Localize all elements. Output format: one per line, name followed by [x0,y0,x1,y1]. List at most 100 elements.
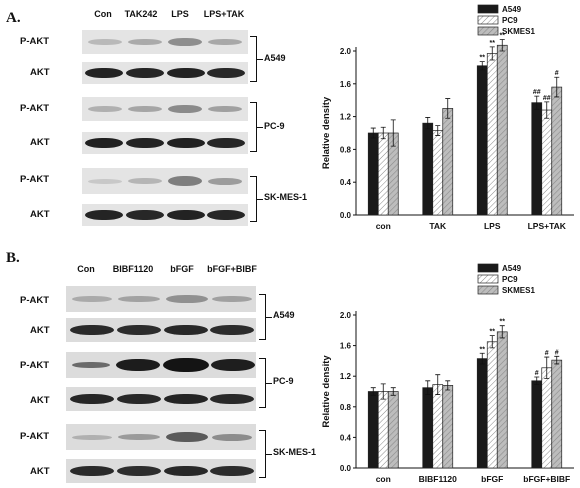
cell-label-pc9: PC-9 [273,376,294,386]
error-bar [380,126,386,140]
row-label-p-akt: P-AKT [20,360,50,371]
y-tick-label: 2.0 [340,311,352,320]
significance-label: ** [490,329,496,336]
error-bar [534,95,540,110]
bar-skmes1-bfgf [496,331,508,469]
blot-a549-akt [66,318,256,342]
bar-a549-con [367,132,379,216]
bar-skmes1-lps [496,44,508,216]
y-tick-label: 1.2 [340,372,352,381]
bar-pc9-tak [432,130,444,216]
lane-header-tak242: TAK242 [124,9,158,19]
x-tick-label: bFGF+BIBF [523,474,570,484]
bar-pc9-bibf1120 [432,384,444,469]
blot-skmes1-akt [82,204,248,226]
error-bar [534,376,540,386]
bar-skmes1-bibf1120 [442,385,454,469]
significance-label: ** [500,33,506,40]
bar-skmes1-bfgf-bibf [551,359,563,469]
error-bar [370,387,376,396]
legend-swatch [477,4,499,14]
bar-a549-lps [476,65,488,216]
error-bar [370,127,376,139]
y-tick-label: 0.8 [340,145,352,154]
error-bar [544,356,550,379]
legend-label: A549 [502,5,522,14]
significance-label: ## [533,89,541,96]
y-tick-label: 0.0 [340,211,352,220]
y-axis-label: Relative density [321,96,332,169]
blot-skmes1-p-akt [66,424,256,450]
y-tick-label: 0.8 [340,403,352,412]
chart-b: 0.0 0.4 0.8 1.2 1.6 2.0 Relative density con BIB… [321,263,574,484]
blot-pc9-p-akt [66,352,256,378]
bar-a549-con [367,391,379,469]
significance-label: ** [480,346,486,353]
bar-pc9-lps [486,53,498,216]
legend-label: A549 [502,264,522,273]
cell-label-a549: A549 [273,310,295,320]
error-bar [445,98,451,119]
bar-skmes1-lps-tak [551,86,563,216]
error-bar [489,46,495,61]
x-tick-label: LPS [484,221,501,231]
error-bar [554,76,560,98]
error-bar [489,335,495,349]
cell-label-skmes1: SK-MES-1 [273,447,317,457]
brace-a549 [250,36,263,82]
legend-label: SKMES1 [502,286,535,295]
lane-header-lps-tak: LPS+TAK [203,9,245,19]
blot-pc9-akt [82,132,248,154]
error-bar [554,355,560,365]
row-label-akt: AKT [30,466,50,477]
error-bar [380,383,386,400]
row-label-akt: AKT [30,395,50,406]
significance-label: ** [500,319,506,326]
error-bar [499,325,505,339]
x-tick-label: bFGF [481,474,503,484]
x-tick-label: LPS+TAK [528,221,567,231]
x-tick-label: BIBF1120 [419,474,458,484]
panel-b-label: B. [6,250,20,266]
row-label-akt: AKT [30,67,50,78]
error-bar [499,39,505,52]
error-bar [445,380,451,391]
lane-header-bfgf-bibf: bFGF+BIBF [207,264,257,274]
blot-skmes1-p-akt [82,168,248,194]
legend-label: PC9 [502,16,518,25]
brace-pc9 [250,102,263,152]
significance-label: # [555,70,559,77]
error-bar [435,374,441,395]
blot-a549-p-akt [82,30,248,54]
chart-a: 0.0 0.4 0.8 1.2 1.6 2.0 Relative density con TAK… [321,4,574,231]
blot-pc9-p-akt [82,97,248,121]
error-bar [390,387,396,396]
bar-skmes1-tak [442,108,454,216]
cell-label-skmes1: SK-MES-1 [264,192,308,202]
lane-header-bfgf: bFGF [170,264,194,274]
blot-pc9-akt [66,387,256,411]
x-tick-label: con [376,474,391,484]
brace-skmes1 [259,430,272,478]
legend-swatch [477,263,499,273]
significance-label: # [555,349,559,356]
legend: A549 PC9 SKMES1 [477,263,535,295]
error-bar [425,117,431,130]
row-label-p-akt: P-AKT [20,295,50,306]
y-tick-label: 0.4 [340,178,352,187]
bar-pc9-con [377,391,389,469]
row-label-p-akt: P-AKT [20,36,50,47]
blot-skmes1-akt [66,459,256,483]
legend-label: SKMES1 [502,27,535,36]
bar-a549-bibf1120 [422,387,434,469]
row-label-akt: AKT [30,325,50,336]
bar-skmes1-con [387,391,399,469]
blot-a549-akt [82,62,248,84]
error-bar [479,61,485,71]
bar-a549-bfgf-bibf [531,380,543,469]
legend-swatch [477,26,499,36]
bar-a549-bfgf [476,358,488,469]
bar-a549-lps-tak [531,102,543,216]
significance-label: ## [543,95,551,102]
legend-swatch [477,15,499,25]
